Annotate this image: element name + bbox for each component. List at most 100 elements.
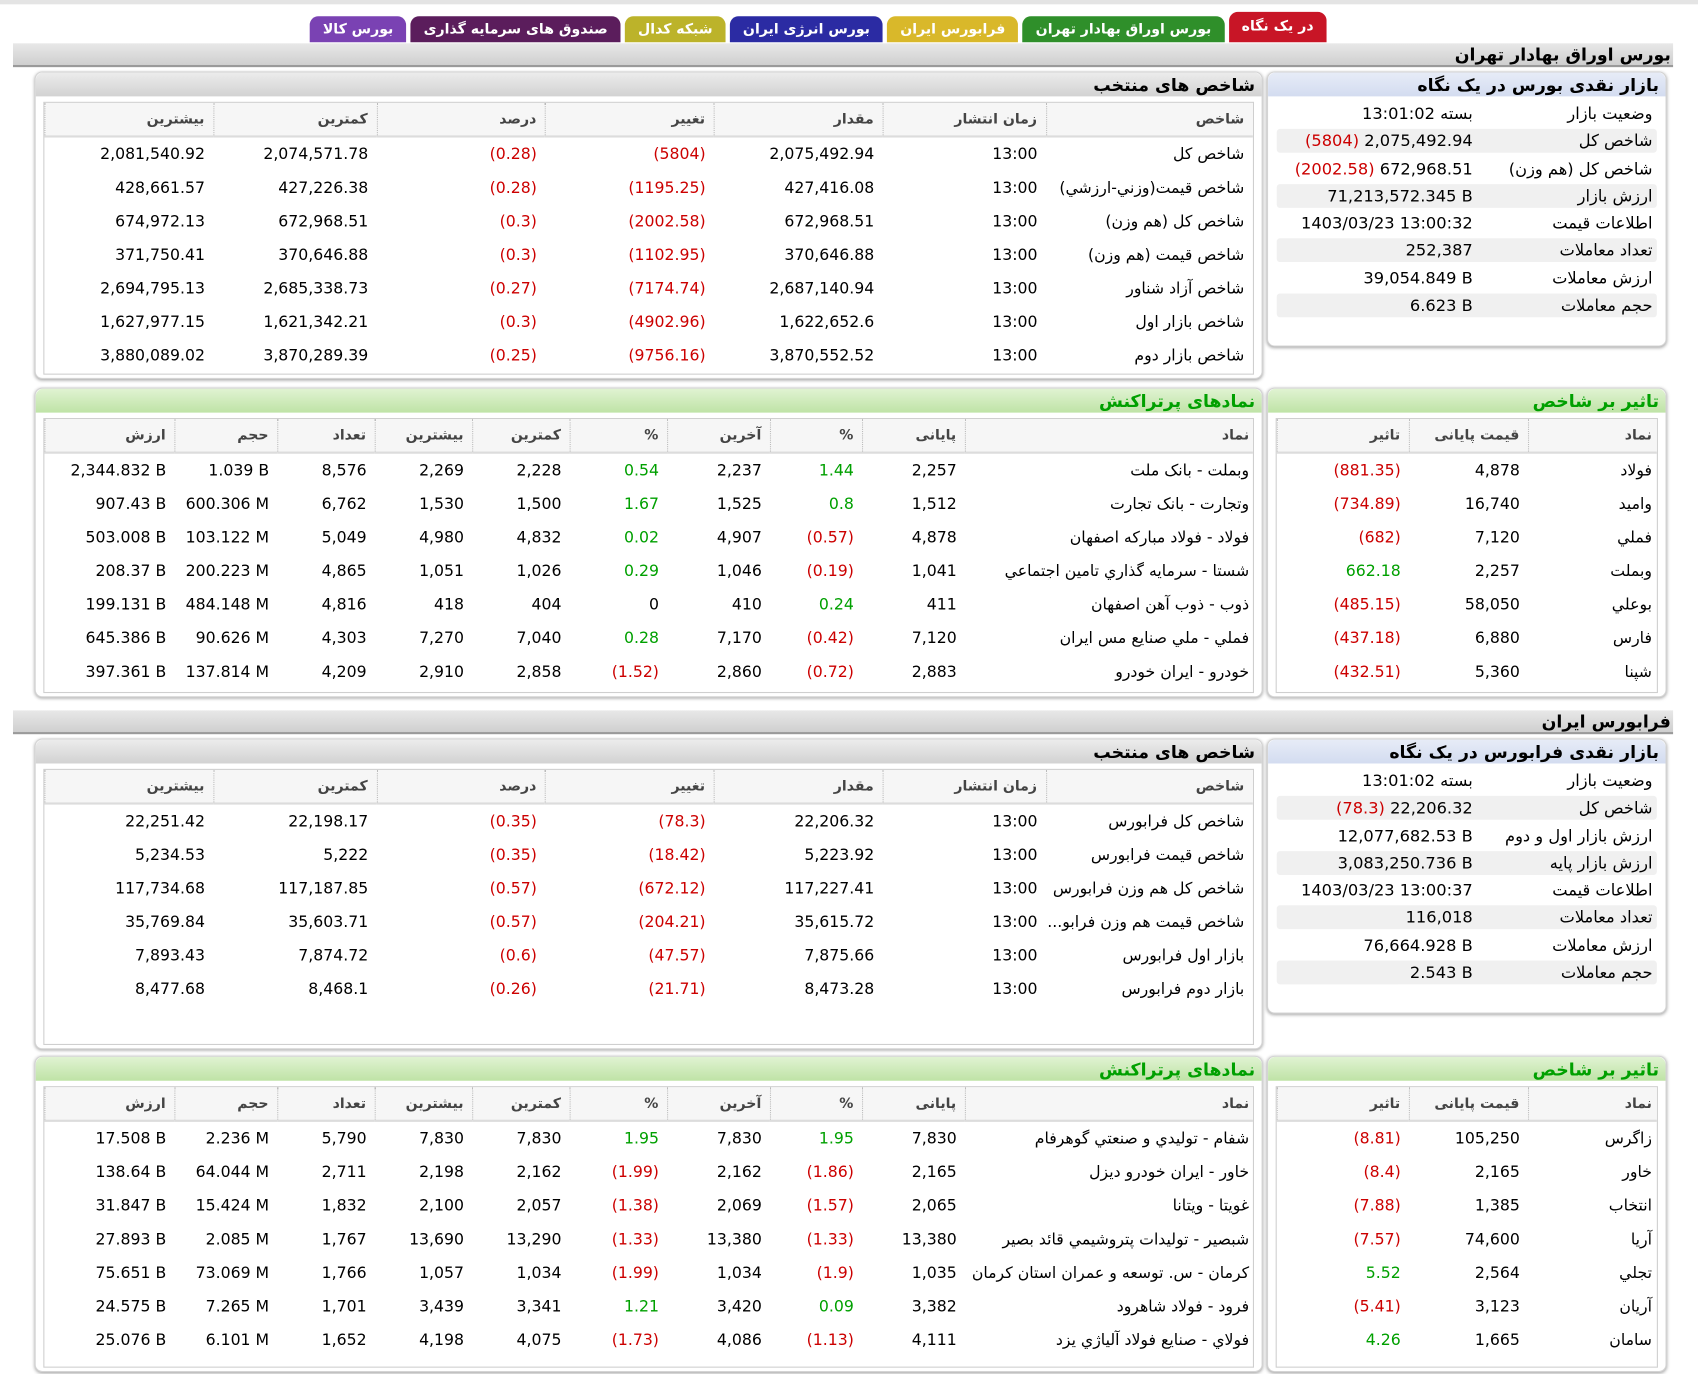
column-header: پایانی — [861, 419, 966, 454]
impact-panel: تاثیر بر شاخص نماد قیمت پایانی تاثیر زاگرس 10… — [1266, 1055, 1667, 1373]
cell: (0.19) — [806, 562, 854, 580]
cell: 5,049 — [321, 528, 367, 547]
cell: سامان — [1609, 1331, 1652, 1349]
cell: (21.71) — [648, 980, 706, 998]
table-row: خودرو - ايران خودرو 2,883 (0.72) 2,860 (1.52… — [45, 655, 1253, 689]
cell: 1,500 — [516, 495, 562, 513]
cell: (1.99) — [611, 1163, 659, 1181]
tab[interactable]: بورس اوراق بهادار تهران — [1022, 16, 1225, 43]
summary-value: 3,083,250.736 B — [1337, 853, 1473, 873]
header-row: شاخص زمان انتشار مقدار تغییر درصد کمترین بیشتر… — [44, 102, 1253, 138]
tab[interactable]: فرابورس ایران — [887, 16, 1019, 43]
cell: 2,100 — [419, 1197, 465, 1215]
cell: 427,226.38 — [278, 179, 369, 197]
table-row: تجلي 2,564 5.52 — [1277, 1256, 1657, 1290]
column-header: تغییر — [545, 769, 715, 805]
summary-change: (5804) — [1305, 131, 1360, 151]
cell: 2,065 — [911, 1197, 957, 1215]
cell: (1.33) — [806, 1230, 854, 1249]
column-header: کمترین — [213, 769, 377, 805]
cell: 117,187.85 — [278, 879, 369, 898]
cell: 13:00 — [992, 313, 1038, 331]
table-row: آريا 74,600 (7.57) — [1277, 1223, 1657, 1257]
cell: 0.28 — [623, 629, 659, 648]
cell: 90.626 M — [195, 629, 270, 648]
cell: 7,830 — [911, 1130, 957, 1148]
cell: 105,250 — [1454, 1130, 1520, 1148]
table-row: انتخاب 1,385 (7.88) — [1277, 1189, 1657, 1223]
cell: 7,270 — [419, 629, 465, 648]
column-header: کمترین — [472, 1087, 571, 1122]
summary-value: بسته 13:01:02 — [1361, 771, 1473, 791]
cell: خاور - ايران خودرو ديزل — [1089, 1163, 1250, 1181]
cell: (1.33) — [611, 1230, 659, 1249]
trades-panel: نمادهای پرتراکنش نماد پایانی% آخرین% کمترین ب… — [34, 387, 1263, 698]
cell: (881.35) — [1333, 461, 1401, 480]
table-row: شبصير - توليدات پتروشيمي قائد بصير 13,380… — [45, 1223, 1253, 1257]
table-row: شاخص کل هم وزن فرابورس 13:00 117,227.41 (67… — [45, 872, 1253, 906]
cell: 672,968.51 — [278, 212, 369, 231]
cell: وبملت - بانک ملت — [1130, 461, 1250, 480]
summary-row: اطلاعات قیمت 1403/03/23 13:00:37 — [1277, 878, 1657, 902]
summary-label: اطلاعات قیمت — [1552, 213, 1653, 234]
panel-title: نمادهای پرتراکنش — [35, 1056, 1262, 1081]
summary-value: 1403/03/23 13:00:32 — [1301, 213, 1473, 234]
summary-value: 76,664.928 B — [1363, 935, 1473, 955]
cell: بازار دوم فرابورس — [1121, 980, 1245, 998]
cell: وبملت — [1610, 562, 1652, 580]
cell: (0.27) — [489, 279, 537, 298]
cell: (1.38) — [611, 1197, 659, 1215]
cell: شاخص کل (هم وزن) — [1105, 212, 1245, 231]
trades-table: نماد پایانی% آخرین% کمترین بیشترین تعداد حجم ار… — [44, 419, 1253, 689]
cell: 1,034 — [716, 1264, 762, 1282]
cell: فرود - فولاد شاهرود — [1116, 1297, 1250, 1316]
cell: 13:00 — [992, 179, 1038, 197]
cell: (1.57) — [806, 1197, 854, 1215]
cell: 8,576 — [321, 461, 367, 480]
cell: (0.57) — [806, 528, 854, 547]
tab[interactable]: در یک نگاه — [1228, 11, 1327, 43]
cell: 2,883 — [911, 663, 957, 681]
cell: 2,081,540.92 — [100, 145, 205, 163]
cell: (0.35) — [489, 846, 537, 864]
table-box: نماد پایانی% آخرین% کمترین بیشترین تعداد حجم ار… — [43, 1086, 1254, 1368]
cell: 1,665 — [1474, 1331, 1520, 1349]
cell: 484.148 M — [185, 596, 270, 614]
cell: (2002.58) — [628, 212, 706, 231]
cell: 64.044 M — [195, 1163, 270, 1181]
cell: 2.236 M — [205, 1130, 270, 1148]
summary-value-group: 39,054.849 B — [1363, 266, 1472, 290]
cell: 427,416.08 — [784, 179, 875, 197]
cell: شاخص کل فرابورس — [1108, 812, 1245, 831]
column-header: آخرین — [667, 419, 771, 454]
table-row: شاخص قیمت(وزني-ارزشي) 13:00 427,416.08 (119… — [45, 171, 1253, 205]
tab[interactable]: بورس کالا — [309, 16, 407, 43]
tab[interactable]: شبکه کدال — [625, 16, 726, 43]
tab[interactable]: بورس انرژی ایران — [729, 16, 883, 43]
cell: وامید — [1618, 495, 1652, 513]
cell: 1.039 B — [208, 461, 270, 480]
summary-row: تعداد معاملات 252,387 — [1276, 238, 1657, 263]
summary-label: شاخص کل — [1578, 131, 1653, 151]
cell: (0.3) — [499, 246, 537, 264]
cell: 5,360 — [1474, 663, 1520, 681]
summary-row: حجم معاملات 6.623 B — [1276, 293, 1657, 318]
summary-panel: بازار نقدی بورس در یک نگاه وضعیت بازار بست… — [1266, 71, 1667, 347]
cell: 138.64 B — [95, 1163, 167, 1181]
cell: 1.44 — [818, 461, 854, 480]
column-header: حجم — [174, 1087, 278, 1122]
cell: شاخص قیمت(وزني-ارزشي) — [1059, 179, 1245, 197]
cell: 1,051 — [419, 562, 465, 580]
summary-row: ارزش بازار 71,213,572.345 B — [1276, 183, 1657, 208]
cell: (0.3) — [499, 212, 537, 231]
cell: 22,251.42 — [125, 812, 205, 831]
cell: (1102.95) — [628, 246, 706, 264]
tab[interactable]: صندوق های سرمایه گذاری — [410, 16, 621, 43]
column-header: تعداد — [277, 1087, 376, 1122]
cell: (432.51) — [1333, 663, 1401, 681]
panel-title: شاخص های منتخب — [35, 739, 1262, 764]
column-header: حجم — [174, 419, 278, 454]
column-header: شاخص — [1045, 102, 1253, 138]
table-row: زاگرس 105,250 (8.81) — [1277, 1121, 1657, 1156]
